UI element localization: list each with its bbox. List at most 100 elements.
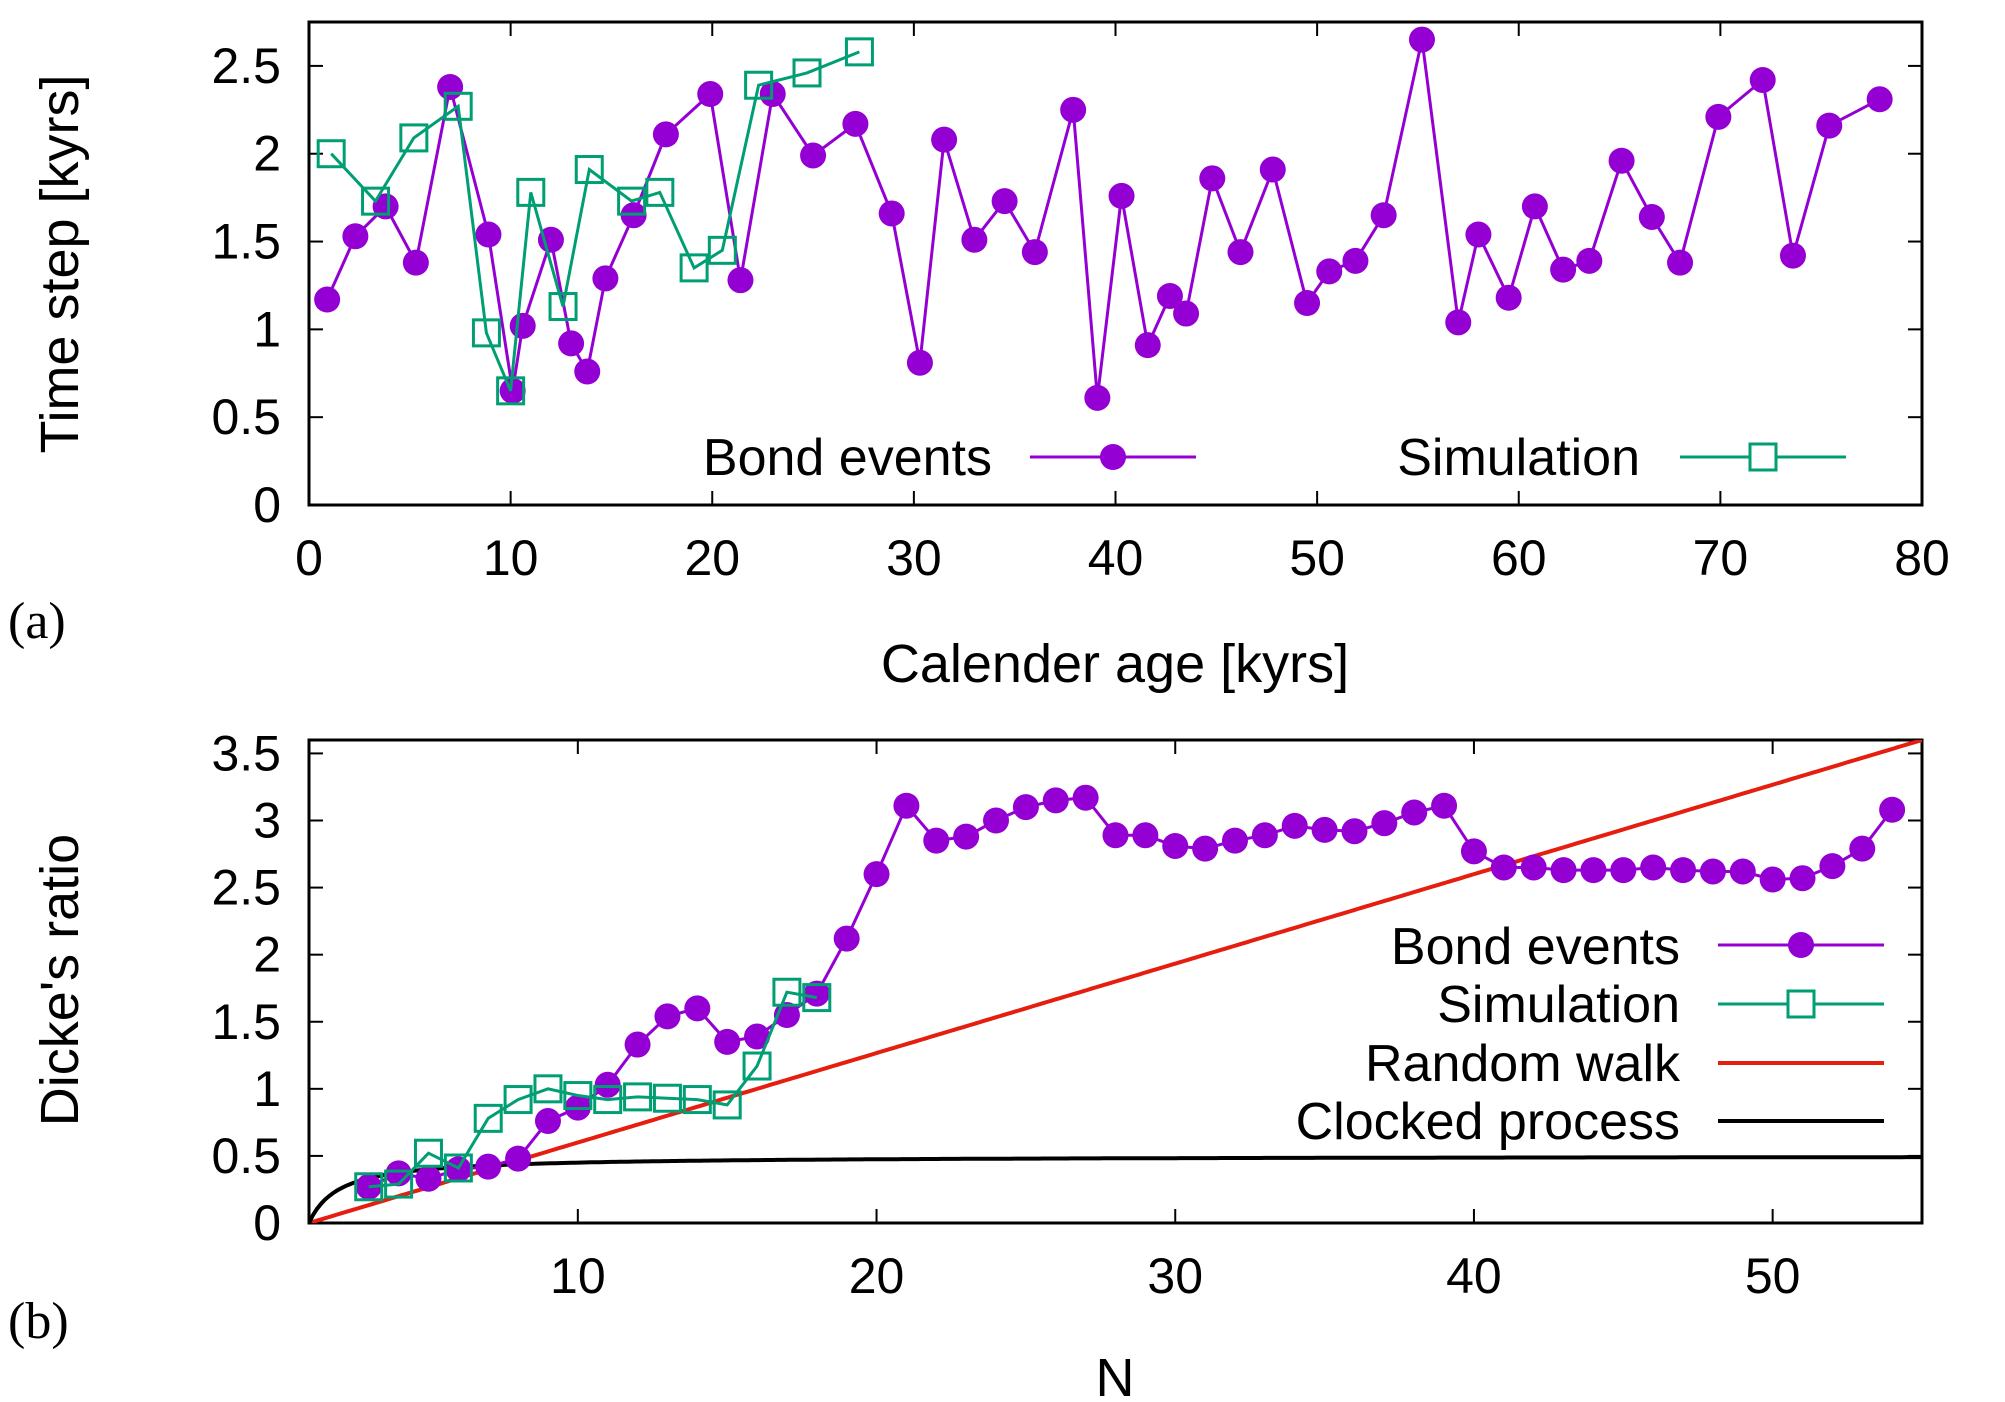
- y-tick-label: 0.5: [211, 1128, 281, 1184]
- data-point-bond-events: [1401, 799, 1428, 826]
- data-point-bond-events: [1550, 256, 1577, 283]
- data-point-bond-events: [1370, 202, 1397, 229]
- data-point-bond-events: [654, 1003, 681, 1030]
- data-point-bond-events: [893, 792, 920, 819]
- data-point-simulation: [844, 37, 874, 67]
- legend-label-simulation-a: Simulation: [1397, 429, 1640, 487]
- data-point-simulation: [516, 177, 546, 207]
- x-tick-label: 70: [1693, 530, 1749, 586]
- legend-marker-bond-events-a: [1100, 444, 1126, 470]
- y-tick-label: 2.5: [211, 860, 281, 916]
- x-tick-label: 10: [483, 530, 539, 586]
- y-axis-title-b: Dicke's ratio: [30, 834, 90, 1126]
- data-point-bond-events: [1281, 812, 1308, 839]
- y-tick-label: 2: [253, 126, 281, 182]
- data-point-bond-events: [1789, 865, 1816, 892]
- data-point-bond-events: [1849, 835, 1876, 862]
- y-tick-label: 0: [253, 1195, 281, 1251]
- data-point-bond-events: [509, 312, 536, 339]
- data-point-bond-events: [534, 1108, 561, 1135]
- data-point-bond-events: [558, 330, 585, 357]
- y-tick-label: 1.5: [211, 214, 281, 270]
- data-point-simulation: [443, 1153, 473, 1183]
- data-point-bond-events: [1408, 26, 1435, 53]
- x-tick-label: 20: [684, 530, 740, 586]
- x-tick-label: 50: [1745, 1248, 1801, 1304]
- data-point-simulation: [563, 1081, 593, 1111]
- panel-label-a: (a): [8, 593, 66, 650]
- data-point-bond-events: [1670, 857, 1697, 884]
- data-point-bond-events: [833, 925, 860, 952]
- data-point-simulation: [361, 186, 391, 216]
- y-tick-label: 2: [253, 927, 281, 983]
- data-point-simulation: [533, 1074, 563, 1104]
- data-point-bond-events: [842, 110, 869, 137]
- data-point-bond-events: [863, 861, 890, 888]
- data-point-simulation: [384, 1169, 414, 1199]
- series-line-simulation: [368, 990, 818, 1189]
- data-point-bond-events: [1640, 854, 1667, 881]
- x-axis-title-a: Calender age [kyrs]: [881, 634, 1349, 694]
- data-point-bond-events: [1199, 165, 1226, 192]
- data-point-simulation: [354, 1172, 384, 1202]
- data-point-bond-events: [1576, 247, 1603, 274]
- x-tick-label: 30: [1147, 1248, 1203, 1304]
- data-point-bond-events: [1084, 384, 1111, 411]
- data-point-bond-events: [1465, 221, 1492, 248]
- y-tick-label: 1: [253, 301, 281, 357]
- y-tick-label: 3: [253, 793, 281, 849]
- data-point-bond-events: [1779, 242, 1806, 269]
- axes-ticks-a: 0 10 20 30 40 50 60 70 80 0 0.5 1 1.5 2 2.5: [211, 22, 1950, 586]
- data-point-bond-events: [1108, 182, 1135, 209]
- data-point-simulation: [413, 1138, 443, 1168]
- data-point-bond-events: [1610, 857, 1637, 884]
- data-point-bond-events: [923, 827, 950, 854]
- data-point-bond-events: [991, 188, 1018, 215]
- data-point-bond-events: [878, 200, 905, 227]
- data-point-bond-events: [1341, 818, 1368, 845]
- series-group-b: [309, 740, 1922, 1223]
- data-point-bond-events: [475, 1153, 502, 1180]
- data-point-simulation: [652, 1083, 682, 1113]
- data-point-simulation: [707, 235, 737, 265]
- data-point-bond-events: [1580, 857, 1607, 884]
- y-tick-label: 1: [253, 1061, 281, 1117]
- data-point-bond-events: [953, 823, 980, 850]
- data-point-bond-events: [1342, 247, 1369, 274]
- data-point-bond-events: [1192, 835, 1219, 862]
- data-point-bond-events: [906, 349, 933, 376]
- data-point-bond-events: [594, 1071, 621, 1098]
- data-point-bond-events: [1749, 66, 1776, 93]
- data-point-bond-events: [1520, 854, 1547, 881]
- panel-a-timestep-chart: 0 10 20 30 40 50 60 70 80 0 0.5 1 1.5 2 2.5 Calender a…: [8, 20, 1950, 694]
- panel-b-dicke-ratio-chart: 10 20 30 40 50 0 0.5 1 1.5 2 2.5 3 3.5 N Dicke's rat…: [8, 725, 1924, 1402]
- axes-ticks-b: 10 20 30 40 50 0 0.5 1 1.5 2 2.5 3 3.5: [211, 725, 1922, 1304]
- data-point-bond-events: [1667, 249, 1694, 276]
- data-point-simulation: [443, 91, 473, 121]
- data-point-bond-events: [1251, 822, 1278, 849]
- data-point-bond-events: [1311, 816, 1338, 843]
- data-point-bond-events: [314, 286, 341, 313]
- series-group-a: [314, 26, 1893, 411]
- data-point-bond-events: [1042, 787, 1069, 814]
- data-point-bond-events: [1879, 796, 1906, 823]
- data-point-simulation: [792, 58, 822, 88]
- data-point-bond-events: [1371, 810, 1398, 837]
- data-point-bond-events: [1490, 854, 1517, 881]
- y-tick-label: 3.5: [211, 725, 281, 781]
- data-point-bond-events: [727, 267, 754, 294]
- data-point-bond-events: [1021, 239, 1048, 266]
- data-point-bond-events: [961, 226, 988, 253]
- data-point-simulation: [593, 1085, 623, 1115]
- data-point-bond-events: [1316, 258, 1343, 285]
- data-point-simulation: [548, 292, 578, 322]
- data-point-bond-events: [684, 995, 711, 1022]
- y-tick-label: 2.5: [211, 38, 281, 94]
- data-point-simulation: [496, 376, 526, 406]
- y-tick-label: 1.5: [211, 994, 281, 1050]
- data-point-bond-events: [1162, 832, 1189, 859]
- x-tick-label: 0: [295, 530, 323, 586]
- series-line-simulation: [330, 50, 860, 392]
- data-point-bond-events: [1072, 784, 1099, 811]
- data-point-bond-events: [1102, 822, 1129, 849]
